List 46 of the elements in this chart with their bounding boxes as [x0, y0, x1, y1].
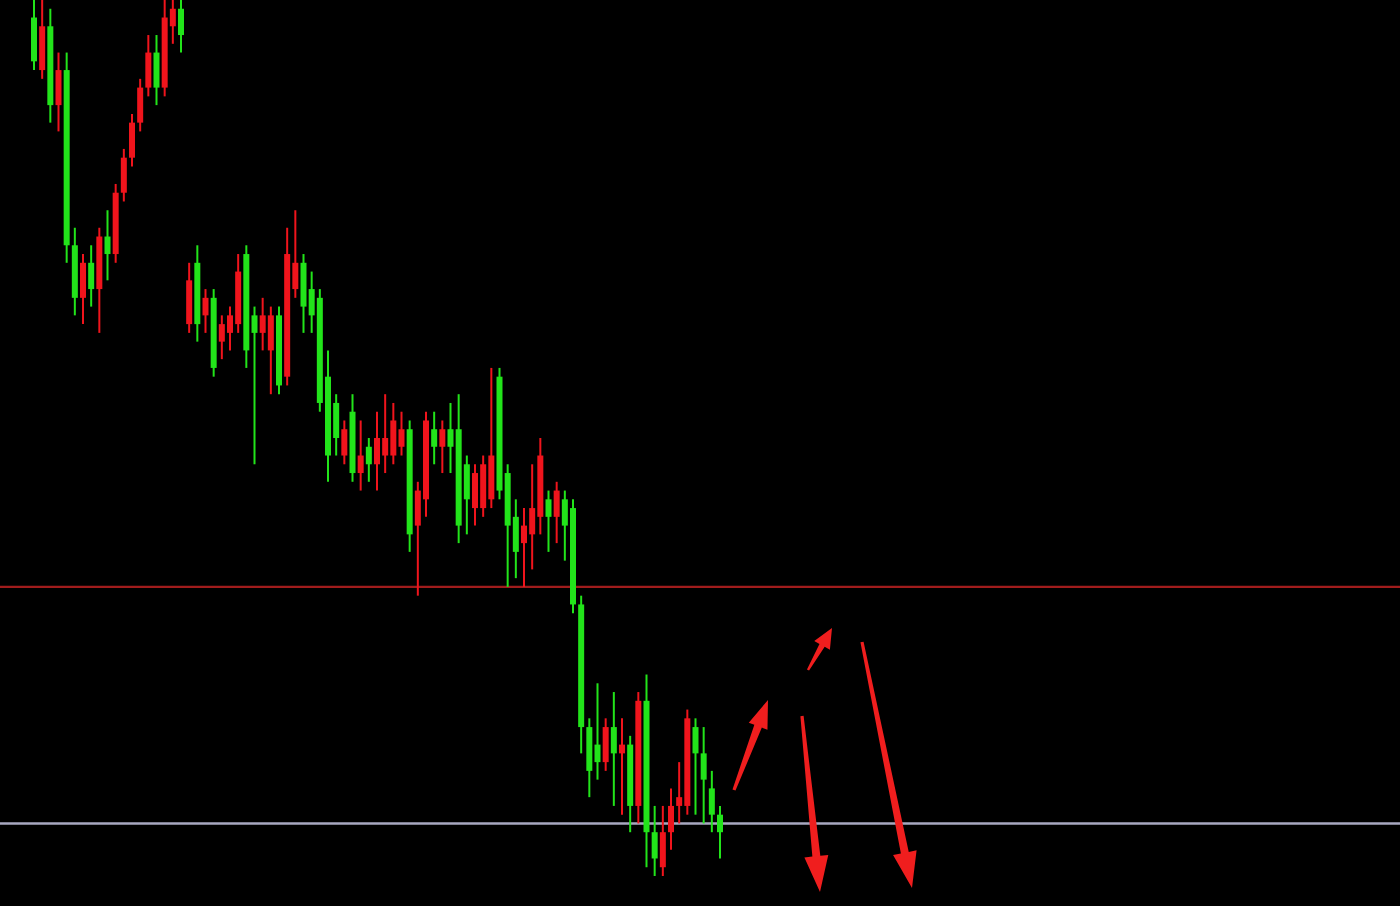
candlestick [357, 419, 364, 492]
candlestick [365, 437, 372, 483]
candlestick [659, 804, 666, 877]
candlestick [586, 717, 593, 799]
candlestick [382, 393, 389, 475]
candlestick [137, 77, 144, 133]
candlestick [708, 769, 715, 834]
candlestick [374, 410, 380, 492]
candlestick [129, 112, 135, 168]
candlestick [619, 717, 625, 816]
candlestick [120, 147, 127, 203]
candlestick [178, 0, 184, 54]
candlestick [651, 804, 658, 877]
candlestick [218, 314, 225, 361]
candlestick [521, 507, 527, 588]
candlestick [717, 804, 723, 860]
candlestick [553, 480, 560, 545]
candlestick [153, 34, 160, 107]
candlestick [610, 691, 617, 807]
candlestick [668, 787, 674, 851]
candlestick [545, 489, 552, 553]
candlestick [439, 419, 446, 475]
candlestick [692, 717, 699, 816]
candlestick [594, 682, 601, 781]
candlestick [700, 726, 707, 825]
candlestick [529, 463, 536, 571]
candlestick [398, 410, 405, 457]
candlestick [480, 454, 487, 518]
candlestick [602, 717, 609, 772]
candlestick [472, 463, 478, 527]
candlestick [55, 51, 62, 133]
candlestick [39, 0, 46, 80]
candlestick [31, 0, 37, 72]
candlestick [88, 244, 95, 308]
candlestick [267, 305, 274, 396]
candlestick [488, 366, 495, 510]
candlestick [300, 253, 307, 334]
candlestick [341, 419, 348, 466]
candlestick [431, 410, 438, 466]
candlestick [202, 288, 209, 334]
candlestick [80, 253, 86, 326]
candlestick [145, 34, 152, 98]
candlestick [390, 401, 397, 466]
candlestick [104, 209, 111, 282]
candlestick [186, 261, 193, 334]
candlestick [259, 296, 266, 352]
